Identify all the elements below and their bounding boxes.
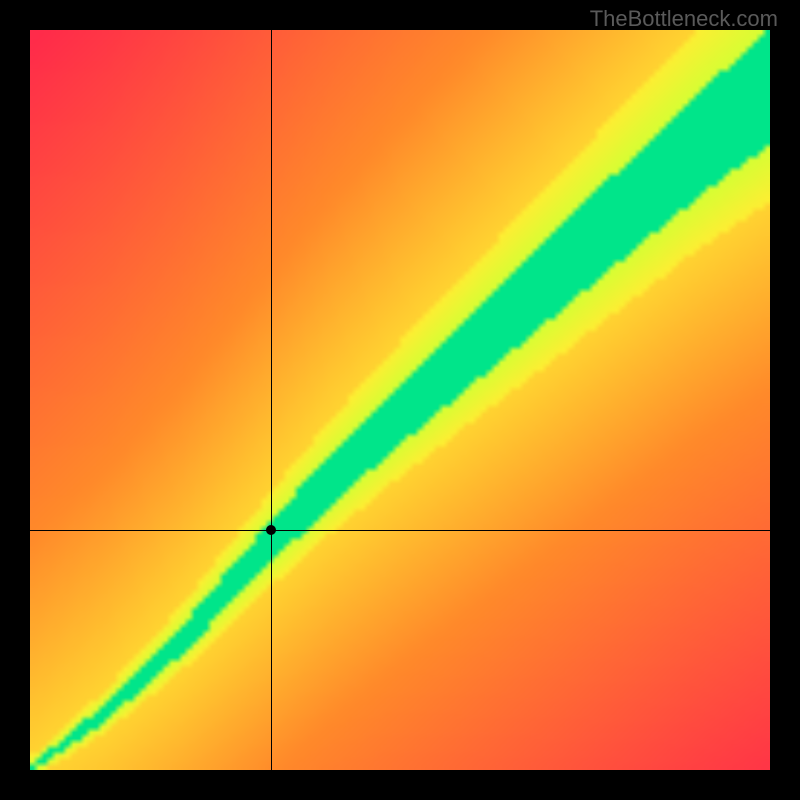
bottleneck-heatmap <box>30 30 770 770</box>
watermark: TheBottleneck.com <box>590 6 778 32</box>
crosshair-vertical <box>271 30 272 770</box>
marker-dot <box>266 525 276 535</box>
heatmap-canvas <box>30 30 770 770</box>
crosshair-horizontal <box>30 530 770 531</box>
